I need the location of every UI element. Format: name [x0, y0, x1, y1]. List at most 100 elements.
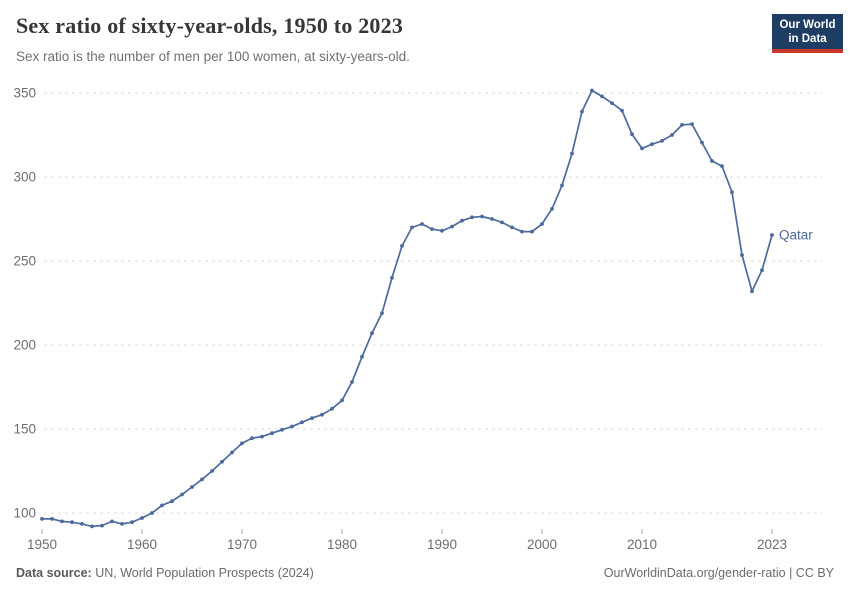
x-tick-label: 1990: [427, 537, 457, 552]
data-point[interactable]: [450, 224, 454, 229]
footer-url[interactable]: OurWorldinData.org/gender-ratio: [603, 566, 786, 580]
data-point[interactable]: [220, 459, 224, 464]
data-point[interactable]: [720, 164, 724, 168]
x-tick-label: 2010: [627, 537, 657, 552]
data-point[interactable]: [410, 225, 414, 230]
data-point[interactable]: [760, 268, 764, 273]
data-point[interactable]: [60, 519, 64, 524]
data-point[interactable]: [740, 253, 744, 257]
data-point[interactable]: [330, 406, 334, 411]
data-source-text: UN, World Population Prospects (2024): [91, 566, 314, 580]
data-point[interactable]: [190, 485, 194, 489]
data-point[interactable]: [370, 331, 374, 336]
series-end-label[interactable]: Qatar: [779, 227, 813, 242]
data-point[interactable]: [480, 214, 484, 219]
data-point[interactable]: [400, 244, 404, 248]
data-point[interactable]: [80, 522, 84, 526]
data-point[interactable]: [540, 222, 544, 226]
data-point[interactable]: [170, 499, 174, 504]
data-point[interactable]: [230, 450, 234, 455]
data-point[interactable]: [150, 511, 154, 515]
footer-license[interactable]: CC BY: [795, 566, 834, 580]
data-point[interactable]: [210, 469, 214, 473]
y-tick-label: 200: [13, 338, 36, 353]
data-point[interactable]: [350, 380, 354, 384]
x-tick-label: 1960: [127, 537, 157, 552]
y-tick-label: 300: [13, 170, 36, 185]
data-point[interactable]: [260, 434, 264, 439]
data-point[interactable]: [640, 146, 644, 151]
data-point[interactable]: [50, 517, 54, 521]
data-point[interactable]: [570, 151, 574, 156]
chart-footer: Data source: UN, World Population Prospe…: [16, 566, 834, 580]
data-point[interactable]: [470, 215, 474, 220]
data-point[interactable]: [710, 159, 714, 163]
data-point[interactable]: [130, 520, 134, 525]
data-point[interactable]: [290, 424, 294, 429]
data-point[interactable]: [280, 427, 284, 432]
data-point[interactable]: [520, 229, 524, 234]
data-point[interactable]: [180, 492, 184, 497]
data-point[interactable]: [620, 108, 624, 113]
owid-logo[interactable]: Our World in Data: [772, 14, 843, 53]
y-tick-label: 100: [13, 506, 36, 521]
data-point[interactable]: [510, 225, 514, 230]
owid-logo-line1: Our World: [779, 19, 836, 31]
x-tick-label: 2000: [527, 537, 557, 552]
data-line[interactable]: [42, 89, 773, 528]
x-tick-label: 1950: [27, 537, 57, 552]
data-point[interactable]: [550, 207, 554, 211]
data-point[interactable]: [530, 229, 534, 234]
data-point[interactable]: [110, 519, 114, 524]
data-point[interactable]: [490, 217, 494, 221]
data-point[interactable]: [390, 275, 394, 280]
data-point[interactable]: [750, 289, 754, 294]
data-point[interactable]: [560, 183, 564, 188]
line-chart: 100 150 200 250 300 350 1950 1960 1970 1980 1990 20…: [13, 86, 822, 552]
data-point[interactable]: [310, 416, 314, 420]
data-point[interactable]: [140, 516, 144, 520]
footer-separator: |: [785, 566, 796, 580]
data-point[interactable]: [300, 420, 304, 425]
data-point[interactable]: [580, 109, 584, 114]
data-point[interactable]: [630, 132, 634, 137]
page-title: Sex ratio of sixty-year-olds, 1950 to 20…: [16, 13, 404, 38]
data-point[interactable]: [590, 88, 594, 93]
data-point[interactable]: [200, 477, 204, 482]
data-point[interactable]: [670, 133, 674, 137]
y-tick-label: 350: [13, 86, 36, 101]
data-source-label: Data source:: [16, 566, 92, 580]
data-point[interactable]: [270, 431, 274, 436]
data-point[interactable]: [500, 220, 504, 225]
data-point[interactable]: [120, 522, 124, 526]
data-point[interactable]: [700, 140, 704, 145]
data-point[interactable]: [430, 227, 434, 232]
data-point[interactable]: [680, 123, 684, 127]
data-point[interactable]: [240, 441, 244, 446]
footer-citation: OurWorldinData.org/gender-ratio | CC BY: [604, 566, 834, 580]
data-point[interactable]: [770, 233, 774, 237]
data-point[interactable]: [360, 354, 364, 359]
data-point[interactable]: [70, 520, 74, 525]
data-point[interactable]: [460, 218, 464, 223]
data-point[interactable]: [40, 517, 44, 521]
data-point[interactable]: [100, 523, 104, 528]
data-point[interactable]: [90, 524, 94, 529]
data-point[interactable]: [440, 228, 444, 233]
data-point[interactable]: [420, 222, 424, 226]
data-point[interactable]: [610, 101, 614, 105]
x-tick-label: 1970: [227, 537, 257, 552]
data-point[interactable]: [600, 94, 604, 99]
data-point[interactable]: [340, 398, 344, 403]
data-point[interactable]: [380, 311, 384, 315]
data-point[interactable]: [320, 412, 324, 417]
data-point[interactable]: [660, 139, 664, 143]
data-point[interactable]: [250, 436, 254, 441]
data-point[interactable]: [730, 190, 734, 194]
data-point[interactable]: [160, 503, 164, 508]
data-point[interactable]: [690, 122, 694, 126]
data-source-note: Data source: UN, World Population Prospe…: [16, 566, 314, 580]
data-point[interactable]: [650, 142, 654, 147]
y-tick-label: 250: [13, 254, 36, 269]
